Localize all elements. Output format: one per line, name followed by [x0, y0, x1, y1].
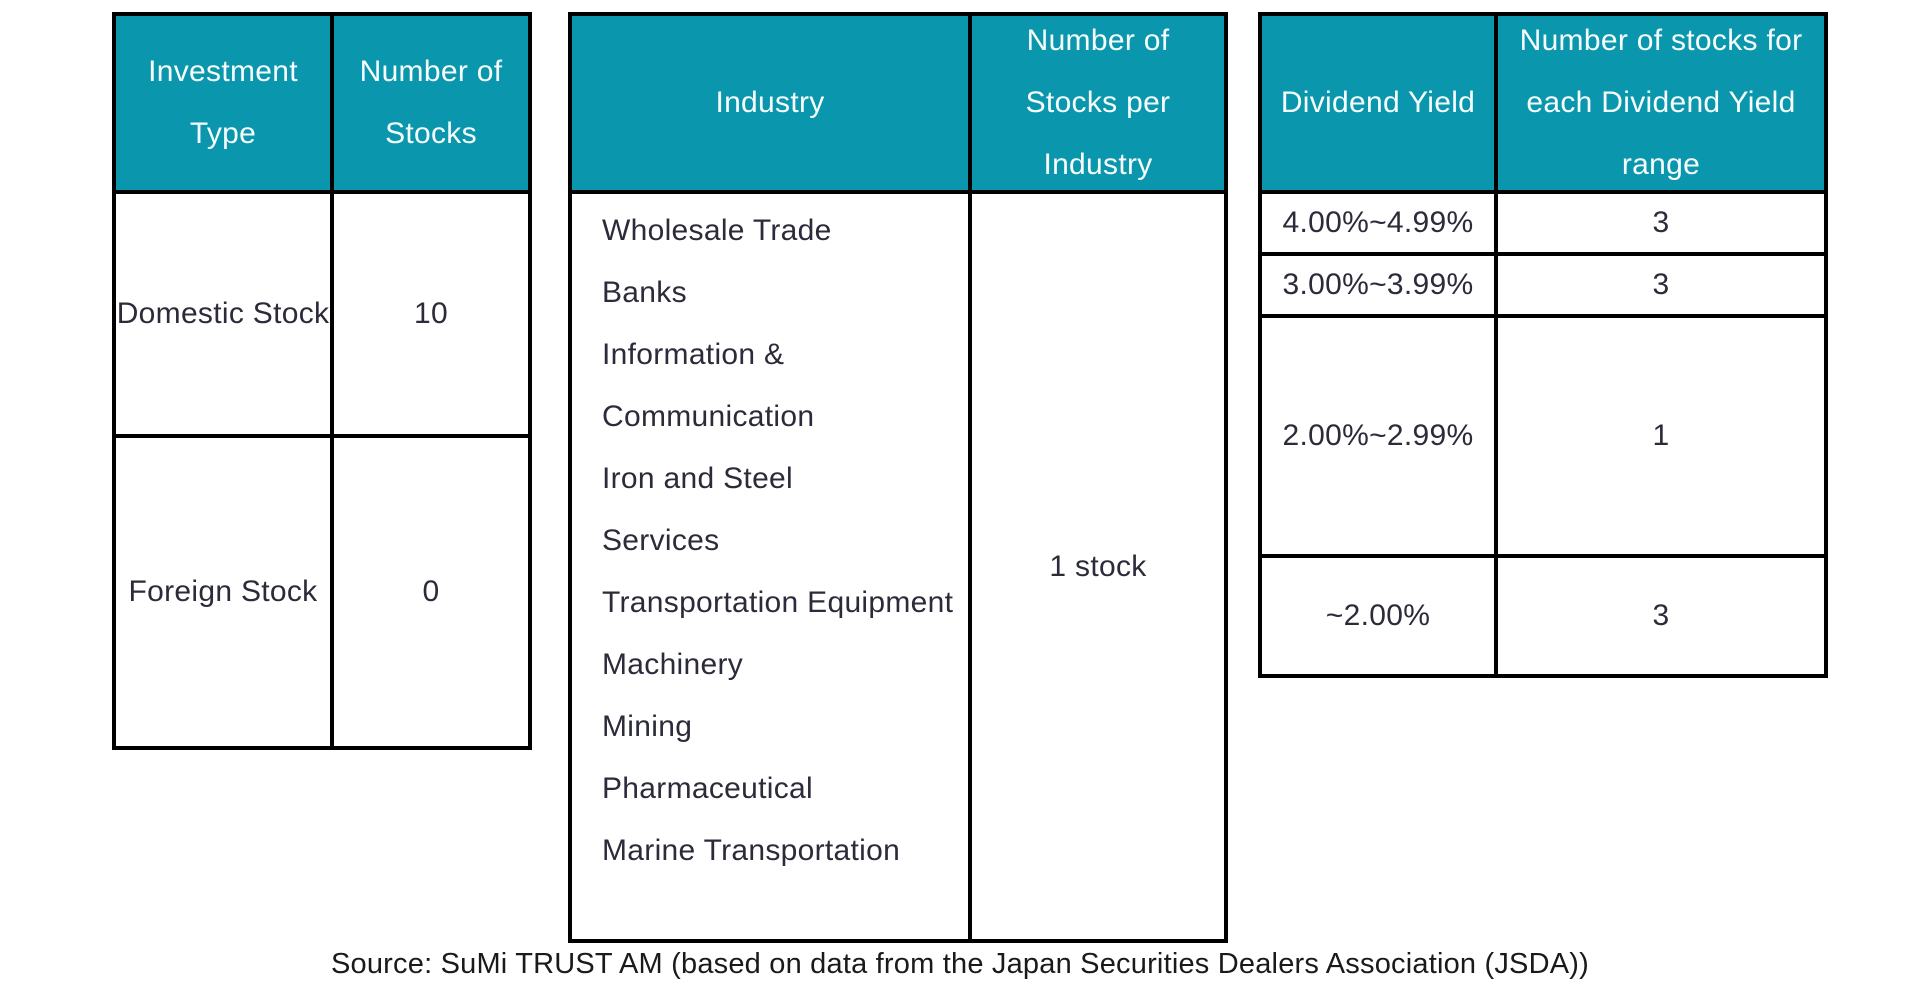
foreign-stock-label: Foreign Stock — [116, 438, 334, 746]
foreign-stock-value: 0 — [422, 575, 440, 608]
yield-range-3-count: 3 — [1498, 256, 1824, 318]
source-note: Source: SuMi TRUST AM (based on data fro… — [330, 948, 1590, 980]
yield-range-2: 2.00%~2.99% — [1262, 318, 1498, 558]
industry-item: Transportation Equipment — [602, 586, 954, 619]
domestic-stock-label: Domestic Stock — [116, 194, 334, 438]
industry-item: Banks — [602, 276, 687, 309]
industry-item: Iron and Steel — [602, 462, 793, 495]
industry-item: Machinery — [602, 648, 744, 681]
yield-range-under2-count: 3 — [1652, 599, 1670, 632]
industry-item: Information & Communication — [602, 338, 815, 433]
number-of-stocks-header: Number of Stocks — [334, 16, 528, 194]
domestic-stock-value: 10 — [334, 194, 528, 438]
industry-header: Industry — [572, 16, 972, 194]
yield-range-4-count: 3 — [1498, 194, 1824, 256]
stocks-per-yield-range-header: Number of stocks for each Dividend Yield… — [1498, 16, 1824, 194]
yield-range-4: 4.00%~4.99% — [1262, 194, 1498, 256]
industry-table: Industry Number of Stocks per Industry W… — [568, 12, 1228, 943]
industry-item: Pharmaceutical — [602, 772, 813, 805]
stocks-per-industry-value: 1 stock — [1049, 549, 1147, 583]
investment-type-header: Investment Type — [116, 16, 334, 194]
industry-item: Marine Transportation — [602, 834, 901, 867]
stocks-per-industry-header: Number of Stocks per Industry — [972, 16, 1224, 194]
dividend-yield-header: Dividend Yield — [1262, 16, 1498, 194]
yield-range-under2: ~2.00% — [1262, 558, 1498, 674]
industry-item: Wholesale Trade — [602, 214, 832, 247]
industry-item: Mining — [602, 710, 693, 743]
investment-type-table: Investment Type Number of Stocks Domesti… — [112, 12, 532, 750]
yield-range-3: 3.00%~3.99% — [1262, 256, 1498, 318]
industry-item: Services — [602, 524, 720, 557]
dividend-yield-table: Dividend Yield Number of stocks for each… — [1258, 12, 1828, 678]
industry-list: Wholesale Trade Banks Information & Comm… — [572, 194, 972, 939]
yield-range-2-count: 1 — [1498, 318, 1824, 558]
